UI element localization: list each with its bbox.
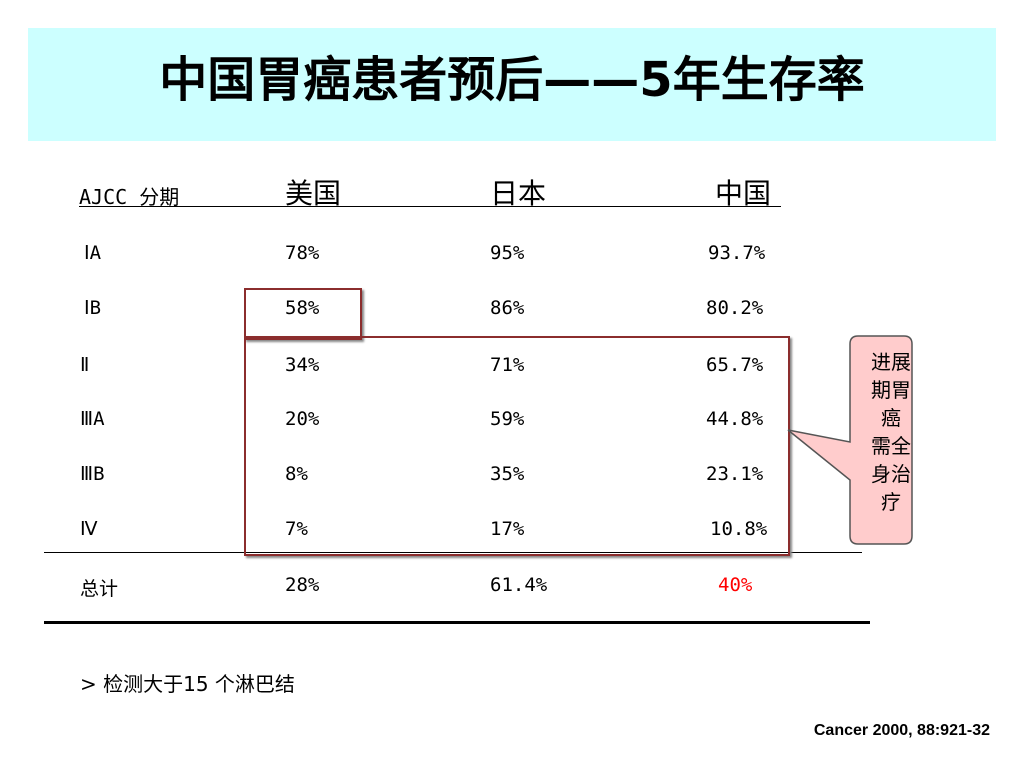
total-usa: 28% xyxy=(285,574,320,596)
row-ia-stage: ⅠA xyxy=(84,242,102,264)
row-iv-usa: 7% xyxy=(285,518,308,540)
row-iiia-usa: 20% xyxy=(285,408,320,430)
total-label: 总计 xyxy=(80,578,119,600)
row-iiib-china: 23.1% xyxy=(706,463,764,485)
callout-shape xyxy=(787,335,913,545)
row-ii-stage: Ⅱ xyxy=(80,354,90,376)
header-usa: 美国 xyxy=(285,177,342,210)
callout-line: 进展 xyxy=(871,350,911,374)
callout-line: 期胃 xyxy=(871,378,911,402)
row-ib-japan: 86% xyxy=(490,297,525,319)
header-japan: 日本 xyxy=(490,177,547,210)
row-iv-china: 10.8% xyxy=(710,518,768,540)
row-iv-japan: 17% xyxy=(490,518,525,540)
row-iiia-china: 44.8% xyxy=(706,408,764,430)
header-china: 中国 xyxy=(715,177,772,210)
slide-title: 中国胃癌患者预后——5年生存率 xyxy=(159,52,865,108)
row-iiia-japan: 59% xyxy=(490,408,525,430)
row-iv-stage: Ⅳ xyxy=(80,518,98,540)
row-ii-japan: 71% xyxy=(490,354,525,376)
citation: Cancer 2000, 88:921-32 xyxy=(813,722,990,739)
total-japan: 61.4% xyxy=(490,574,548,596)
header-stage: AJCC 分期 xyxy=(79,185,180,209)
row-ia-usa: 78% xyxy=(285,242,320,264)
callout-bubble xyxy=(787,335,913,545)
row-iiib-stage: ⅢB xyxy=(80,463,105,485)
header-underline xyxy=(79,206,781,207)
highlight-box-ib-usa xyxy=(244,288,362,340)
highlight-box-advanced-stages xyxy=(244,336,790,556)
row-ii-china: 65.7% xyxy=(706,354,764,376)
callout-line: 疗 xyxy=(881,490,901,514)
row-iiia-stage: ⅢA xyxy=(80,408,105,430)
row-ii-usa: 34% xyxy=(285,354,320,376)
row-ib-china: 80.2% xyxy=(706,297,764,319)
row-ia-china: 93.7% xyxy=(708,242,766,264)
row-iiib-japan: 35% xyxy=(490,463,525,485)
callout-line: 癌 xyxy=(881,406,901,430)
body-bottom-rule xyxy=(44,552,862,553)
row-ib-usa: 58% xyxy=(285,297,320,319)
row-iiib-usa: 8% xyxy=(285,463,308,485)
footnote: > 检测大于15 个淋巴结 xyxy=(80,672,295,696)
title-banner: 中国胃癌患者预后——5年生存率 xyxy=(28,28,996,141)
row-ia-japan: 95% xyxy=(490,242,525,264)
callout-text: 进展 期胃 癌 需全 身治 疗 xyxy=(860,348,922,516)
total-china: 40% xyxy=(718,574,753,596)
row-ib-stage: ⅠB xyxy=(84,297,102,319)
table-bottom-rule xyxy=(44,621,870,624)
callout-line: 需全 xyxy=(871,434,911,458)
callout-line: 身治 xyxy=(871,462,911,486)
